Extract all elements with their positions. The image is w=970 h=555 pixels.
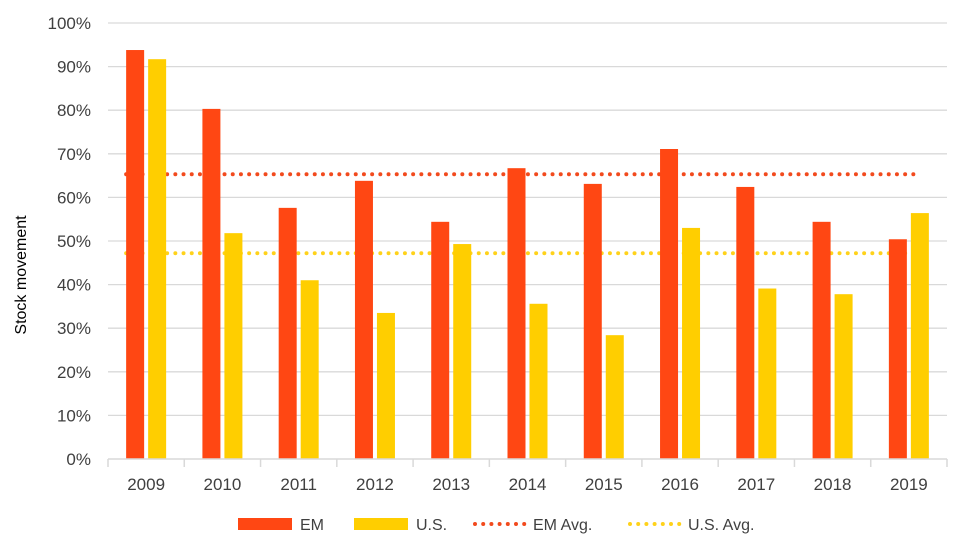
bar-em-2017 [736, 186, 755, 459]
legend: EM U.S. EM Avg. U.S. Avg. [238, 517, 754, 534]
legend-label-em: EM [300, 517, 324, 534]
y-tick-label: 100% [48, 14, 91, 33]
bar-us-2017 [758, 288, 777, 459]
bar-us-2012 [376, 312, 395, 459]
x-axis [107, 458, 948, 467]
bar-em-2010 [202, 108, 221, 459]
x-tick-label: 2018 [814, 475, 852, 494]
y-tick-label: 70% [57, 145, 91, 164]
bar-us-2009 [148, 59, 167, 460]
legend-label-us: U.S. [416, 517, 447, 534]
bar-us-2011 [300, 280, 319, 459]
legend-swatch-em [238, 518, 292, 530]
bar-us-2015 [605, 335, 624, 459]
y-tick-label: 90% [57, 58, 91, 77]
y-tick-label: 0% [66, 450, 91, 469]
bar-us-2010 [224, 233, 243, 459]
x-tick-label: 2010 [203, 475, 241, 494]
bar-em-2011 [278, 207, 297, 459]
x-tick-label: 2017 [737, 475, 775, 494]
legend-label-emavg: EM Avg. [533, 517, 592, 534]
bar-em-2009 [126, 50, 145, 459]
y-tick-label: 60% [57, 188, 91, 207]
bar-us-2016 [682, 227, 701, 459]
bar-us-2013 [453, 244, 472, 459]
bar-us-2019 [910, 213, 929, 459]
bar-em-2019 [888, 239, 907, 459]
y-axis-tick-labels: 0% 10% 20% 30% 40% 50% 60% 70% 80% 90% 100% [48, 14, 91, 469]
bar-em-2012 [354, 180, 373, 459]
x-axis-tick-labels: 2009 2010 2011 2012 2013 2014 2015 2016 2017 2018… [127, 475, 928, 494]
bar-em-2015 [583, 183, 602, 459]
x-tick-label: 2013 [432, 475, 470, 494]
y-tick-label: 40% [57, 276, 91, 295]
legend-label-usavg: U.S. Avg. [688, 517, 754, 534]
x-tick-label: 2014 [509, 475, 547, 494]
bar-us-2014 [529, 303, 548, 459]
x-tick-label: 2019 [890, 475, 928, 494]
x-tick-label: 2012 [356, 475, 394, 494]
y-tick-label: 50% [57, 232, 91, 251]
bar-em-2016 [660, 149, 679, 459]
bar-em-2013 [431, 221, 450, 459]
legend-swatch-us [354, 518, 408, 530]
bar-us-2018 [834, 294, 853, 459]
x-tick-label: 2011 [280, 475, 317, 494]
x-tick-label: 2016 [661, 475, 699, 494]
x-tick-label: 2015 [585, 475, 623, 494]
y-tick-label: 80% [57, 101, 91, 120]
y-axis-title: Stock movement [13, 215, 30, 335]
x-tick-label: 2009 [127, 475, 165, 494]
y-tick-label: 10% [57, 406, 91, 425]
y-tick-label: 20% [57, 363, 91, 382]
bar-em-2014 [507, 168, 526, 460]
gridlines [108, 22, 947, 417]
y-tick-label: 30% [57, 319, 91, 338]
bar-em-2018 [812, 221, 831, 459]
bars [126, 50, 929, 460]
